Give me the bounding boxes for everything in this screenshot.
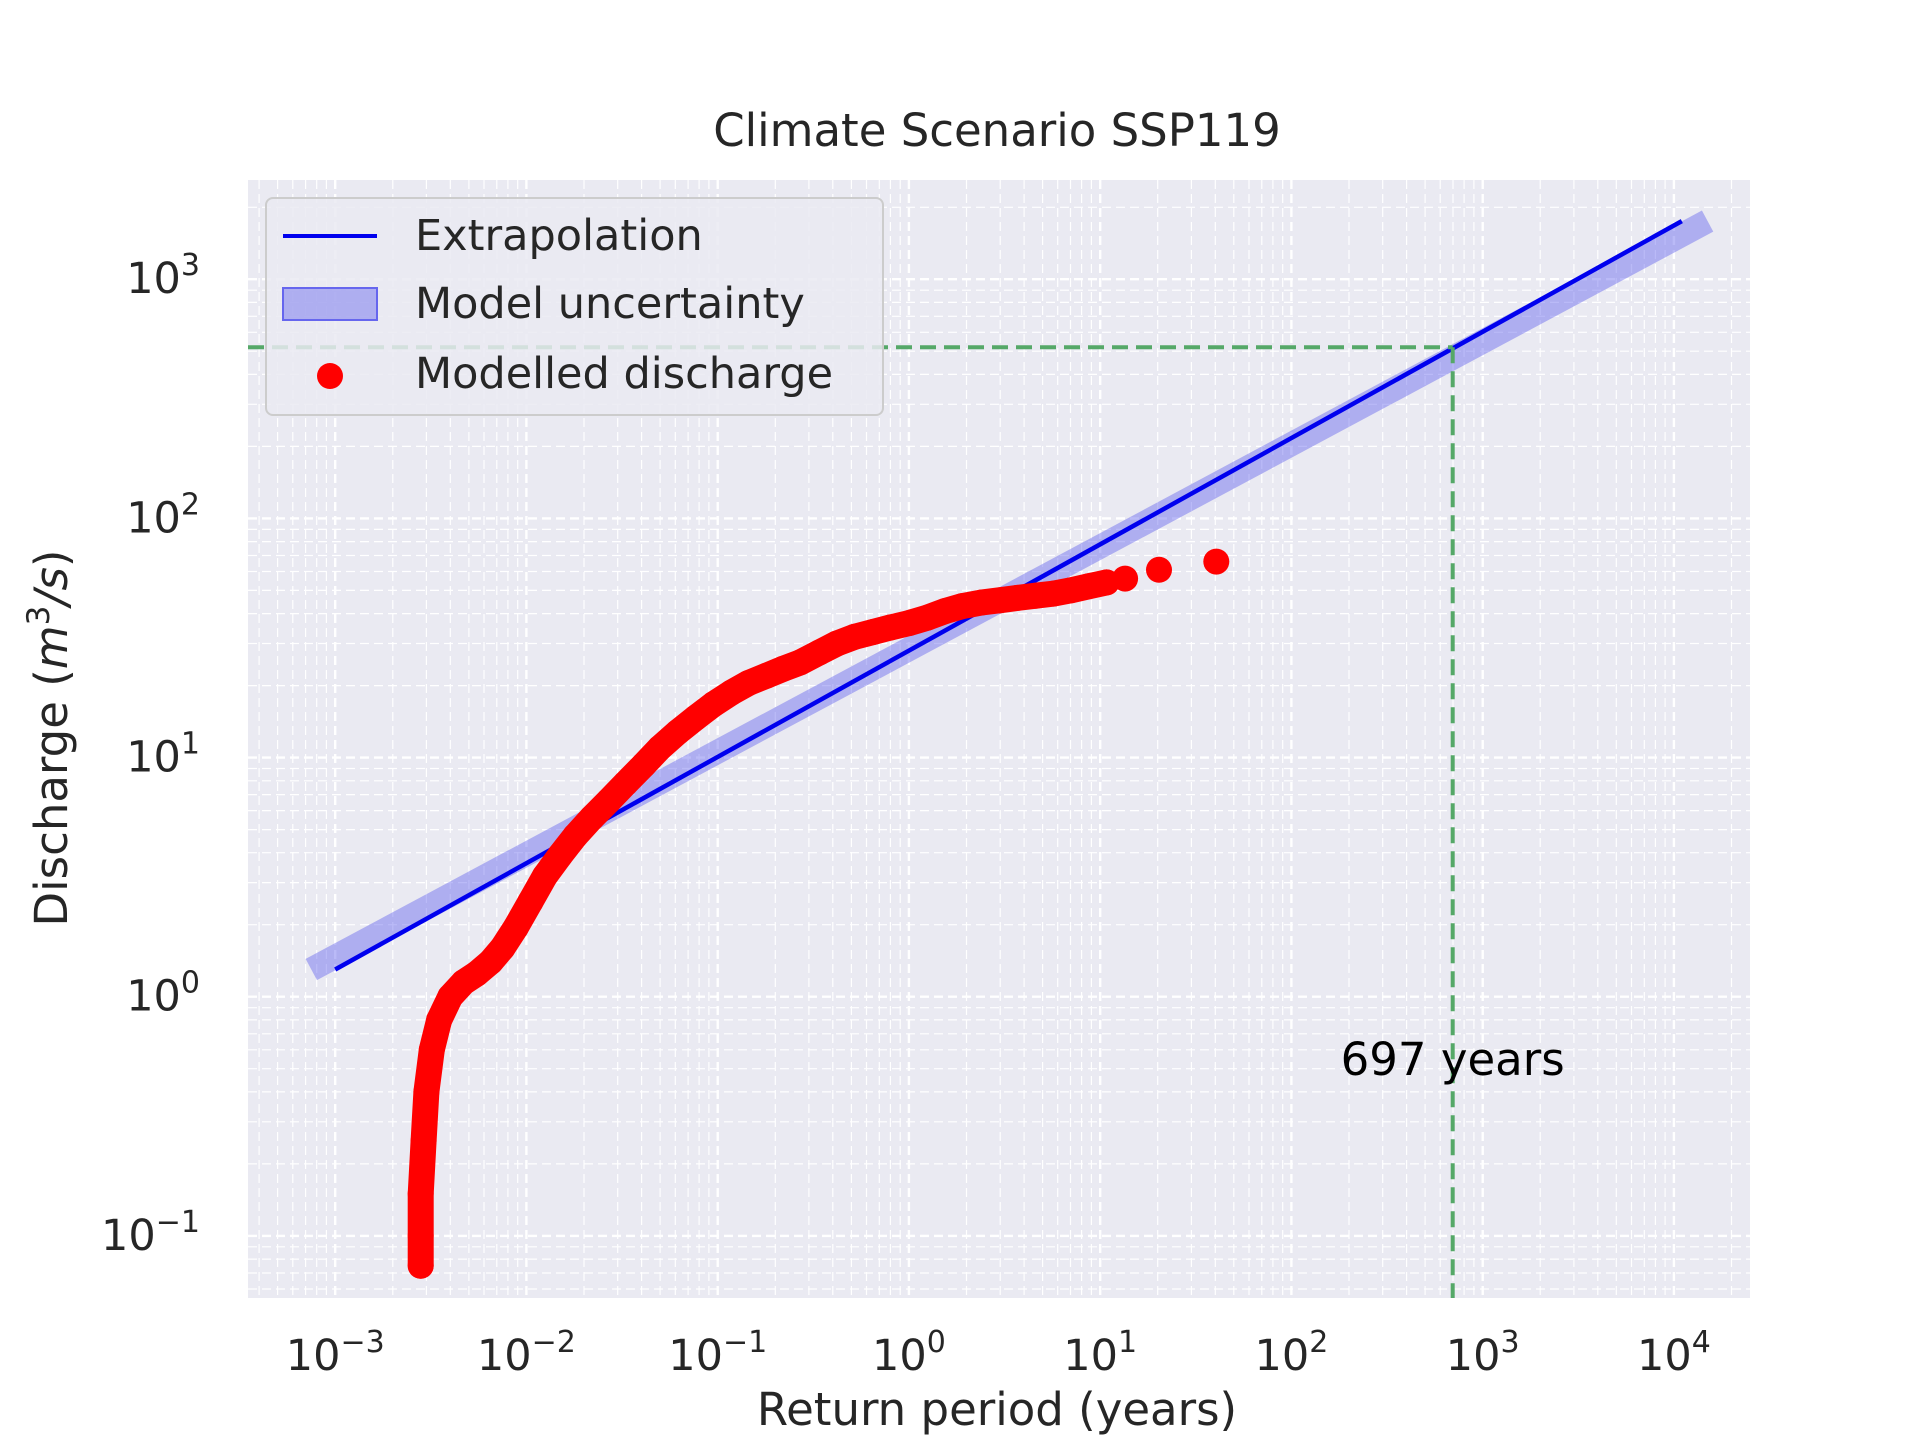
modelled-discharge-point <box>787 649 814 676</box>
y-tick-label: 102 <box>126 487 200 543</box>
y-tick-labels: 10−1 100 101 102 103 <box>101 248 200 1261</box>
legend-discharge-marker <box>317 363 343 389</box>
y-tick-label: 101 <box>126 727 200 783</box>
x-tick-labels: 10−3 10−2 10−1 100 101 102 103 104 <box>286 1325 1711 1381</box>
chart-title: Climate Scenario SSP119 <box>713 104 1281 157</box>
y-axis-label-unit-exp: 3 <box>21 606 57 626</box>
modelled-discharge-point <box>1112 565 1139 592</box>
legend: Extrapolation Model uncertainty Modelled… <box>265 197 884 416</box>
x-tick-label: 10−3 <box>286 1325 385 1381</box>
y-tick-label: 10−1 <box>101 1205 200 1261</box>
y-tick-label: 100 <box>126 966 200 1022</box>
modelled-discharge-point <box>410 1127 437 1154</box>
modelled-discharge-point <box>949 593 976 620</box>
modelled-discharge-point <box>647 734 674 761</box>
y-axis-label-unit-base: m <box>25 625 78 669</box>
x-axis-label: Return period (years) <box>757 1383 1237 1436</box>
y-axis-label-unit-rest: /s <box>25 567 78 610</box>
x-tick-label: 100 <box>872 1325 946 1381</box>
data-layer <box>305 210 1714 1279</box>
modelled-discharge-point <box>1146 556 1172 583</box>
x-tick-label: 102 <box>1254 1325 1328 1381</box>
modelled-discharge-point <box>595 787 622 814</box>
modelled-discharge-point <box>547 842 574 869</box>
modelled-discharge-point <box>532 862 558 889</box>
modelled-discharge-point <box>1203 548 1230 575</box>
x-tick-label: 104 <box>1637 1325 1711 1381</box>
legend-discharge-label: Modelled discharge <box>415 349 833 399</box>
x-tick-label: 10−1 <box>668 1325 767 1381</box>
modelled-discharge-point <box>407 1252 434 1279</box>
legend-uncertainty-swatch <box>282 287 378 321</box>
modelled-discharge-point <box>407 1180 434 1207</box>
modelled-discharge-point <box>489 934 516 961</box>
modelled-discharge-point <box>578 804 605 831</box>
modelled-discharge-point <box>413 1078 440 1105</box>
y-axis-label: Discharge (m3/s) <box>21 549 78 926</box>
modelled-discharge-point <box>517 888 544 915</box>
y-axis-label-suffix: ) <box>25 549 78 567</box>
modelled-discharge-point <box>612 770 639 797</box>
modelled-discharge-point <box>502 914 529 941</box>
modelled-discharge-point <box>562 823 589 849</box>
legend-extrapolation-label: Extrapolation <box>415 211 703 261</box>
modelled-discharge-point <box>665 718 691 745</box>
x-tick-label: 10−2 <box>477 1325 576 1381</box>
modelled-discharge-point <box>407 1222 434 1249</box>
modelled-discharge-point <box>630 752 657 779</box>
return-period-annotation: 697 years <box>1341 1033 1565 1086</box>
x-tick-label: 101 <box>1063 1325 1137 1381</box>
legend-uncertainty-label: Model uncertainty <box>415 279 805 329</box>
modelled-discharge-point <box>426 1006 453 1033</box>
x-tick-label: 103 <box>1446 1325 1520 1381</box>
y-tick-label: 103 <box>126 248 200 304</box>
modelled-discharge-point <box>418 1036 445 1063</box>
y-axis-label-prefix: Discharge ( <box>25 669 78 926</box>
legend-box <box>265 197 884 416</box>
